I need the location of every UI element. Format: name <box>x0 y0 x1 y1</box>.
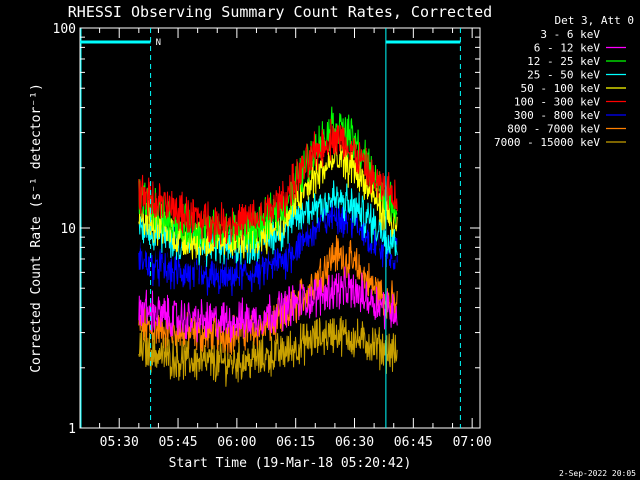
legend-entry-6: 300 - 800 keV <box>514 109 600 122</box>
night-label: N <box>156 38 161 48</box>
legend-entry-0: 3 - 6 keV <box>540 28 600 41</box>
legend-entry-5: 100 - 300 keV <box>514 96 600 109</box>
series-line-1 <box>138 266 398 343</box>
y-axis-label: Corrected Count Rate (s⁻¹ detector⁻¹) <box>29 83 44 373</box>
x-tick-label-6: 07:00 <box>453 435 492 450</box>
y-tick-label-0: 1 <box>68 422 76 437</box>
series-line-8 <box>138 316 398 387</box>
x-tick-label-1: 05:45 <box>158 435 197 450</box>
y-tick-label-2: 100 <box>53 22 76 37</box>
chart-title: RHESSI Observing Summary Count Rates, Co… <box>68 3 492 21</box>
legend-entry-1: 6 - 12 keV <box>534 42 601 55</box>
legend-entry-7: 800 - 7000 keV <box>507 123 600 136</box>
legend-entry-4: 50 - 100 keV <box>521 82 601 95</box>
legend-title: Det 3, Att 0 <box>555 14 634 27</box>
series-line-3 <box>138 180 398 267</box>
x-tick-label-3: 06:15 <box>276 435 315 450</box>
x-tick-label-0: 05:30 <box>100 435 139 450</box>
y-tick-label-1: 10 <box>60 222 76 237</box>
timestamp: 2-Sep-2022 20:05 <box>559 469 636 478</box>
legend-entry-3: 25 - 50 keV <box>527 69 600 82</box>
x-tick-label-2: 06:00 <box>217 435 256 450</box>
series-line-5 <box>138 118 398 248</box>
legend-entry-8: 7000 - 15000 keV <box>494 136 600 149</box>
x-tick-label-4: 06:30 <box>335 435 374 450</box>
x-axis-label: Start Time (19-Mar-18 05:20:42) <box>169 456 412 471</box>
legend-entry-2: 12 - 25 keV <box>527 55 600 68</box>
x-tick-label-5: 06:45 <box>394 435 433 450</box>
